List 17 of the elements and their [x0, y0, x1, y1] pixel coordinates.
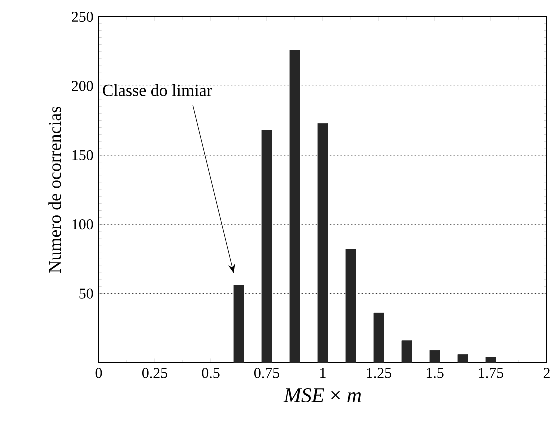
- x-tick-label: 2: [544, 368, 550, 378]
- x-axis-title: MSE × m: [284, 388, 362, 403]
- x-tick-label: 0.25: [142, 368, 168, 378]
- x-tick-label: 1.25: [367, 368, 392, 378]
- y-tick-label: 50: [80, 288, 94, 299]
- x-tick-label: 1.75: [479, 368, 504, 378]
- x-tick-label: 1: [320, 368, 326, 378]
- x-tick-label: 0: [96, 368, 102, 378]
- y-tick-label: 100: [72, 220, 94, 230]
- y-tick-label: 250: [72, 12, 94, 22]
- y-axis-title: Numero de ocorrencias: [48, 106, 62, 274]
- x-tick-label: 0.75: [254, 368, 280, 378]
- x-tick-label: 1.5: [426, 368, 444, 378]
- x-tick-label: 0.5: [202, 368, 220, 378]
- y-tick-label: 200: [72, 81, 94, 92]
- annotation: Classe do limiar: [103, 84, 212, 96]
- y-tick-label: 150: [72, 150, 94, 160]
